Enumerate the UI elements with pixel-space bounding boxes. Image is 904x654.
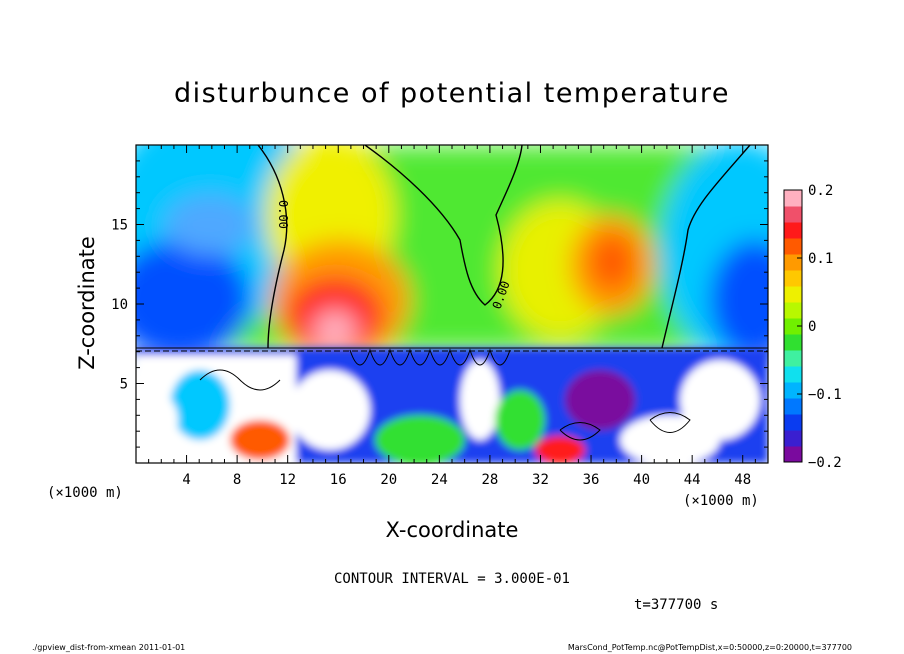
y-axis-label: Z-coordinate — [75, 236, 99, 370]
colorbar-tick-label: 0.2 — [808, 183, 833, 199]
x-axis: 4 8 12 16 20 24 28 32 36 40 44 48 — [148, 145, 756, 488]
y-tick-label: 15 — [111, 218, 128, 234]
y-axis: 5 10 15 — [111, 160, 768, 448]
x-tick-label: 40 — [633, 472, 650, 488]
upper-field — [136, 145, 768, 360]
footer-right: MarsCond_PotTemp.nc@PotTempDist,x=0:5000… — [568, 643, 852, 652]
colorbar-swatch — [784, 398, 802, 415]
colorbar-swatch — [784, 318, 802, 335]
x-tick-label: 28 — [481, 472, 498, 488]
colorbar-tick-label: −0.2 — [808, 455, 842, 471]
time-label: t=377700 s — [634, 597, 718, 613]
x-tick-label: 20 — [380, 472, 397, 488]
colorbar-swatch — [784, 430, 802, 447]
contour-lines — [257, 145, 751, 349]
x-axis-label: X-coordinate — [386, 518, 519, 542]
colorbar-swatch — [784, 334, 802, 351]
plot-area — [136, 145, 768, 463]
y-tick-label: 5 — [120, 377, 128, 393]
x-tick-label: 24 — [431, 472, 448, 488]
colorbar-swatch — [784, 222, 802, 239]
colorbar-swatch — [784, 350, 802, 367]
colorbar-tick-label: 0 — [808, 319, 816, 335]
colorbar-swatch — [784, 382, 802, 399]
colorbar-swatch — [784, 254, 802, 271]
colorbar-swatch — [784, 414, 802, 431]
colorbar-swatch — [784, 238, 802, 255]
colorbar-swatch — [784, 366, 802, 383]
x-unit-label-right: (×1000 m) — [683, 493, 759, 509]
colorbar-tick-label: 0.1 — [808, 251, 833, 267]
contour-label: 0.00 — [276, 200, 290, 229]
x-tick-label: 48 — [734, 472, 751, 488]
colorbar-tick-label: −0.1 — [808, 387, 842, 403]
x-tick-label: 36 — [583, 472, 600, 488]
colorbar-swatch — [784, 286, 802, 303]
colorbar-swatch — [784, 206, 802, 223]
footer-left: ./gpview_dist-from-xmean 2011-01-01 — [32, 643, 185, 652]
x-tick-label: 4 — [182, 472, 190, 488]
colorbar-swatch — [784, 190, 802, 207]
x-tick-label: 44 — [684, 472, 701, 488]
y-tick-label: 10 — [111, 297, 128, 313]
x-tick-label: 8 — [233, 472, 241, 488]
lower-field — [136, 348, 768, 463]
x-unit-label-left: (×1000 m) — [47, 485, 123, 501]
colorbar-ticks: 0.2 0.1 0 −0.1 −0.2 — [797, 183, 842, 471]
chart-title: disturbunce of potential temperature — [174, 78, 730, 109]
x-tick-label: 32 — [532, 472, 549, 488]
x-tick-label: 16 — [330, 472, 347, 488]
colorbar-swatch — [784, 302, 802, 319]
colorbar-swatch — [784, 446, 802, 463]
contour-interval: CONTOUR INTERVAL = 3.000E-01 — [334, 571, 570, 587]
x-tick-label: 12 — [279, 472, 296, 488]
colorbar-swatch — [784, 270, 802, 287]
